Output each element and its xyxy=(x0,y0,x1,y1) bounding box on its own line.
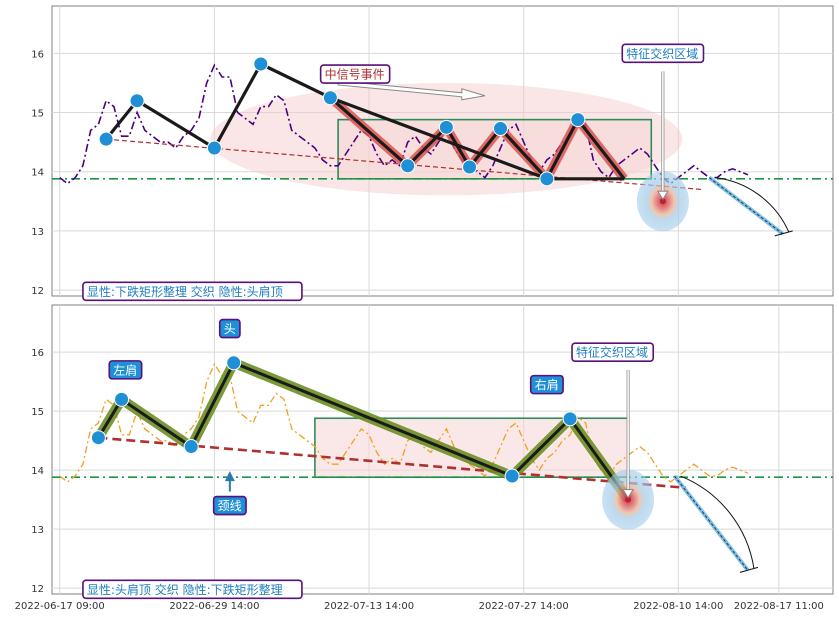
pivot-point xyxy=(400,158,416,174)
price-series-line xyxy=(59,63,749,185)
projection-end-tick xyxy=(739,566,759,573)
y-tick-label: 12 xyxy=(31,286,44,297)
projection-line xyxy=(672,474,750,572)
pivot-point xyxy=(226,355,242,371)
y-tick-label: 16 xyxy=(31,49,44,60)
annotation-label: 右肩 xyxy=(535,377,559,392)
x-tick-label: 2022-06-17 09:00 xyxy=(15,601,105,612)
pivot-point xyxy=(322,90,338,106)
price-series-line xyxy=(59,362,749,483)
annotation-box xyxy=(571,342,655,362)
annotation-box xyxy=(319,64,391,84)
annotation-box xyxy=(82,281,303,302)
pivot-point xyxy=(462,159,478,175)
projection-arc xyxy=(680,475,755,569)
annotation-label: 特征交织区域 xyxy=(626,46,698,61)
y-tick-label: 14 xyxy=(31,168,44,179)
signal-arrow xyxy=(337,80,486,101)
annotation-box xyxy=(82,579,303,600)
x-tick-label: 2022-08-17 11:00 xyxy=(734,601,824,612)
target-marker-arrow-head xyxy=(622,489,634,499)
annotation-label: 头 xyxy=(224,322,236,336)
annotation-box xyxy=(529,374,564,395)
target-point xyxy=(659,198,666,205)
pivot-point xyxy=(438,119,454,135)
projection-line-core xyxy=(708,177,784,235)
pivot-point xyxy=(129,93,145,109)
pivot-point xyxy=(114,391,130,407)
annotation-label: 显性:头肩顶 交织 隐性:下跌矩形整理 xyxy=(87,582,283,597)
pivot-point xyxy=(206,140,222,156)
pivot-point xyxy=(504,468,520,484)
y-tick-label: 16 xyxy=(31,348,44,359)
target-point xyxy=(625,496,632,503)
y-tick-label: 15 xyxy=(31,109,44,120)
chart-panel-bottom: 12 13 14 15 16 2022-06-17 09:00 2022-06-29 14:… xyxy=(15,304,834,612)
pivot-point xyxy=(183,439,199,455)
annotation-label: 颈线 xyxy=(218,499,242,513)
annotation-box xyxy=(218,318,241,339)
neckline-arrow-head xyxy=(224,471,235,482)
target-marker-arrow-head xyxy=(656,190,669,201)
pivot-point xyxy=(570,112,586,128)
annotation-box xyxy=(108,360,143,380)
y-tick-label: 13 xyxy=(31,227,44,238)
y-tick-label: 15 xyxy=(31,407,44,418)
y-tick-label: 12 xyxy=(31,584,44,595)
annotation-box xyxy=(621,43,705,64)
hs-pattern-line xyxy=(104,63,263,150)
annotation-label: 显性:下跌矩形整理 交织 隐性:头肩顶 xyxy=(87,284,283,299)
y-tick-label: 13 xyxy=(31,525,44,536)
annotation-label: 左肩 xyxy=(113,362,137,377)
annotation-label: 特征交织区域 xyxy=(576,345,648,360)
pivot-point xyxy=(539,171,555,187)
x-tick-label: 2022-06-29 14:00 xyxy=(169,601,259,612)
annotation-box xyxy=(212,495,247,516)
x-tick-label: 2022-08-10 14:00 xyxy=(633,601,723,612)
x-tick-label: 2022-07-27 14:00 xyxy=(479,601,569,612)
projection-end-tick xyxy=(774,230,793,237)
annotation-label: 中信号事件 xyxy=(325,67,385,82)
pivot-point xyxy=(98,131,114,147)
pivot-point xyxy=(90,430,106,446)
pivot-point xyxy=(253,56,269,72)
y-tick-label: 14 xyxy=(31,466,44,477)
pivot-point xyxy=(492,121,508,137)
x-tick-label: 2022-07-13 14:00 xyxy=(324,601,414,612)
projection-arc xyxy=(715,177,790,233)
pivot-point xyxy=(562,411,578,427)
